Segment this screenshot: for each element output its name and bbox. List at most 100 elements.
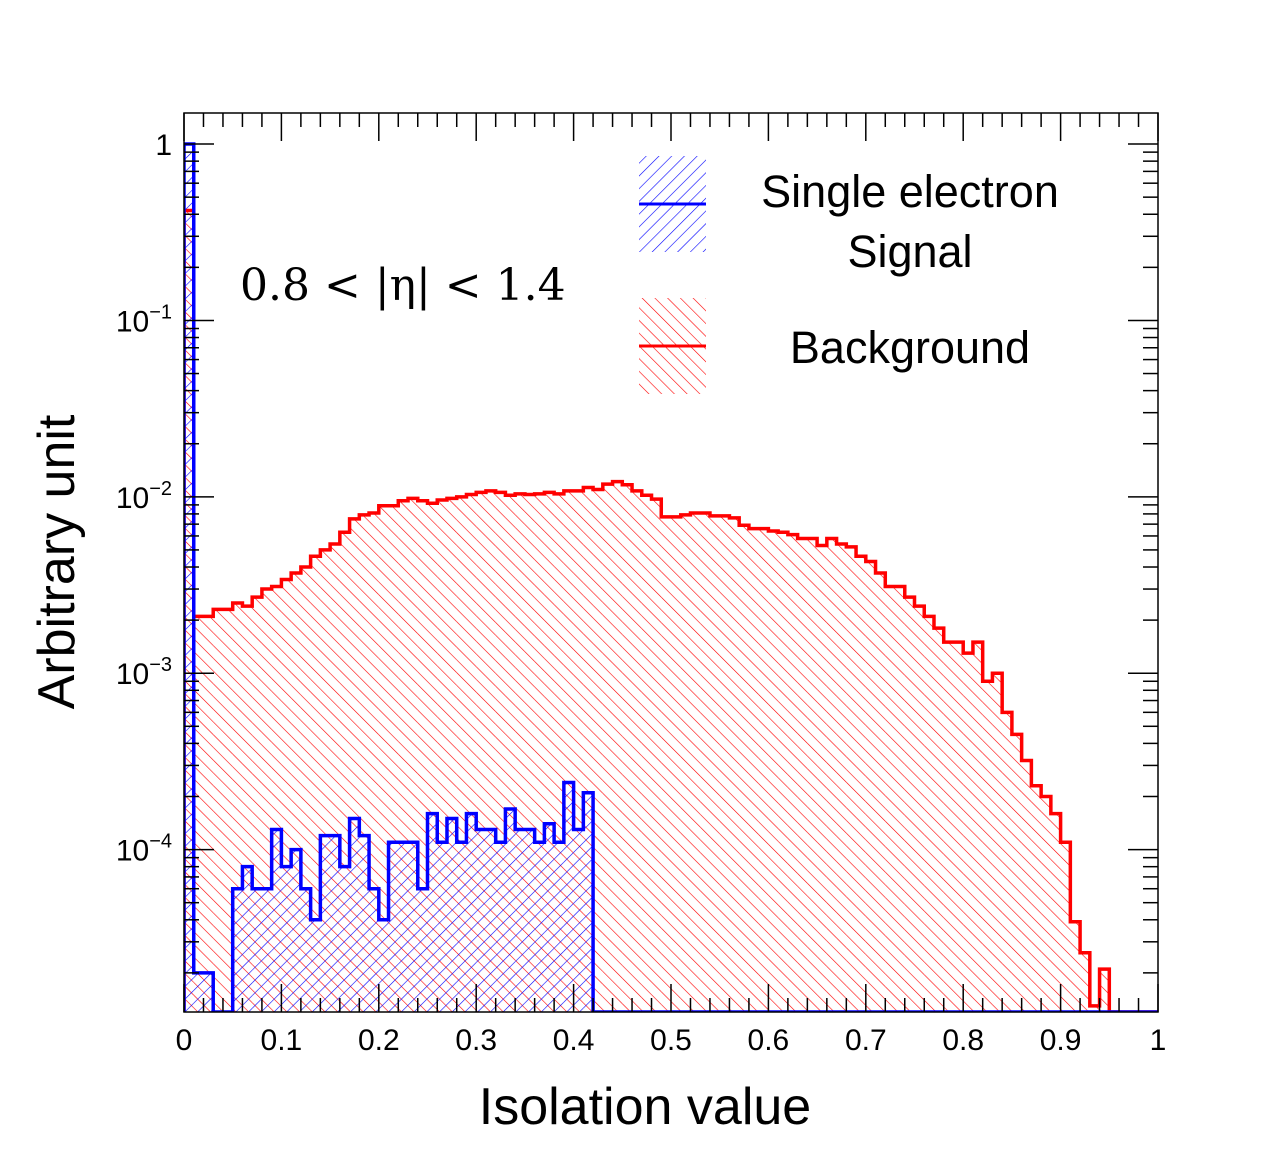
background-bin: [378, 505, 389, 1012]
x-tick-label: 0: [176, 1024, 193, 1057]
background-bin: [593, 489, 603, 1012]
background-bin: [1031, 785, 1042, 1012]
signal-bin: [300, 888, 311, 1012]
signal-bin: [330, 835, 340, 1012]
background-bin: [446, 498, 457, 1012]
legend-signal-label-line2: Signal: [847, 226, 972, 277]
x-tick-label: 0.6: [748, 1024, 790, 1057]
x-tick-label: 0.9: [1040, 1024, 1082, 1057]
background-bin: [778, 532, 788, 1012]
y-tick-label: 10−4: [116, 831, 172, 868]
background-bin: [252, 597, 262, 1012]
x-tick-label: 0.4: [553, 1024, 595, 1057]
y-axis-title: Arbitrary unit: [28, 414, 86, 709]
background-bin: [690, 512, 701, 1012]
background-bin: [203, 616, 214, 1012]
background-bin: [554, 493, 564, 1012]
background-bin: [271, 586, 282, 1012]
signal-outline: [184, 142, 1158, 1012]
background-bin: [933, 628, 944, 1012]
background-bin: [1099, 969, 1110, 1012]
background-bin: [359, 514, 370, 1012]
signal-bin: [398, 842, 409, 1012]
background-outline: [184, 208, 1158, 1012]
background-bin: [885, 586, 896, 1012]
background-bin: [943, 642, 954, 1012]
background-bin: [261, 589, 272, 1012]
y-tick-label: 10−1: [116, 301, 172, 338]
background-bin: [1011, 734, 1022, 1012]
background-bin: [709, 515, 720, 1012]
signal-bin: [320, 835, 331, 1012]
signal-bin: [427, 813, 438, 1012]
background-bin: [632, 490, 642, 1012]
background-bin: [875, 572, 886, 1012]
x-tick-label: 1: [1150, 1024, 1167, 1057]
signal-bin: [369, 888, 379, 1012]
signal-bin: [456, 842, 467, 1012]
background-bin: [807, 538, 818, 1012]
signal-bin: [310, 919, 321, 1012]
background-bin: [846, 546, 857, 1012]
background-bin: [242, 606, 253, 1012]
background-bin: [992, 673, 1003, 1012]
background-bin: [1070, 921, 1081, 1012]
x-tick-label: 0.1: [261, 1024, 303, 1057]
signal-bin: [563, 782, 574, 1012]
background-bin: [972, 642, 983, 1012]
background-bin: [417, 500, 428, 1012]
signal-bin: [184, 144, 194, 1012]
legend-signal-label-line1: Single electron: [761, 166, 1059, 217]
background-bin: [573, 490, 584, 1012]
legend-background-label: Background: [790, 322, 1030, 373]
background-bin: [700, 512, 710, 1012]
background-bin: [680, 514, 691, 1012]
background-bin: [748, 528, 759, 1012]
background-bin: [485, 490, 496, 1012]
signal-bin: [252, 888, 262, 1012]
background-bin: [427, 503, 438, 1012]
background-bin: [320, 549, 331, 1012]
background-bin: [1002, 712, 1012, 1012]
background-bin: [719, 515, 730, 1012]
signal-bin: [554, 842, 564, 1012]
signal-bin: [524, 829, 535, 1012]
background-bin: [534, 493, 545, 1012]
signal-bin: [466, 813, 477, 1012]
signal-bin: [573, 829, 584, 1012]
background-bin: [768, 531, 779, 1012]
region-annotation: 0.8 < |η| < 1.4: [240, 260, 566, 311]
background-bin: [895, 586, 905, 1012]
signal-bin: [417, 888, 428, 1012]
x-tick-label: 0.2: [358, 1024, 400, 1057]
signal-bin: [378, 919, 389, 1012]
background-bin: [856, 556, 866, 1012]
background-bin: [1080, 952, 1090, 1012]
background-bin: [310, 556, 321, 1012]
background-bin: [456, 496, 467, 1012]
x-tick-label: 0.3: [455, 1024, 497, 1057]
signal-bin: [388, 842, 399, 1012]
background-bin: [330, 544, 340, 1012]
background-bin: [466, 494, 477, 1012]
background-bin: [865, 561, 876, 1012]
signal-bin: [271, 829, 282, 1012]
background-bin: [524, 494, 535, 1012]
background-bin: [1021, 760, 1032, 1012]
background-bin: [544, 492, 555, 1012]
background-bin: [661, 516, 671, 1012]
background-bin: [369, 512, 379, 1012]
background-bin: [671, 516, 681, 1012]
signal-bin: [505, 808, 516, 1012]
background-bin: [914, 606, 925, 1012]
signal-bin: [515, 829, 525, 1012]
x-tick-label: 0.8: [942, 1024, 984, 1057]
background-bin: [836, 544, 847, 1012]
signal-bin: [349, 818, 360, 1012]
signal-bin: [544, 823, 555, 1012]
background-bin: [641, 495, 652, 1012]
signal-bin: [203, 972, 214, 1012]
background-bin: [602, 484, 613, 1012]
background-series: [184, 208, 1158, 1012]
background-bin: [476, 492, 486, 1012]
